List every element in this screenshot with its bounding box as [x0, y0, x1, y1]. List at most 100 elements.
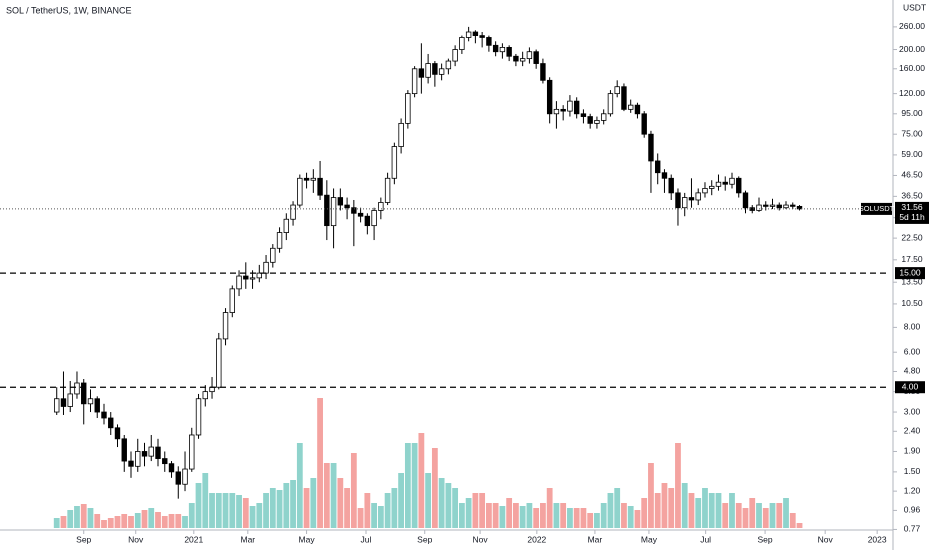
volume-bar: [236, 495, 242, 528]
candle-body: [553, 108, 560, 115]
volume-bar: [101, 520, 107, 528]
candle-body: [378, 202, 384, 211]
volume-bar: [513, 503, 519, 528]
volume-bar: [762, 508, 769, 528]
y-tick-label: 2.40: [904, 426, 921, 436]
volume-bar: [783, 498, 789, 528]
volume-bar: [404, 443, 411, 528]
x-tick-label: May: [641, 534, 658, 544]
candle-body: [297, 177, 303, 206]
candle-body: [155, 446, 161, 459]
candle-body: [600, 113, 607, 121]
volume-bar: [472, 493, 479, 528]
volume-bar: [756, 503, 762, 528]
volume-bar: [479, 493, 486, 528]
candle-body: [67, 393, 73, 407]
x-tick-label: Nov: [818, 534, 834, 544]
candle-body: [776, 204, 782, 209]
x-tick-label: Sep: [758, 534, 773, 544]
volume-bar: [249, 506, 256, 528]
volume-bar: [621, 503, 627, 528]
volume-bar: [263, 493, 269, 528]
symbol-box: [861, 202, 892, 215]
candle-body: [513, 55, 519, 62]
candle-body: [742, 192, 749, 209]
candle-body: [128, 460, 134, 467]
candle-body: [492, 44, 499, 53]
volume-bar: [553, 503, 560, 528]
candle-body: [229, 288, 235, 313]
candle-body: [432, 63, 438, 75]
candle-body: [479, 35, 485, 38]
volume-bar: [533, 508, 540, 528]
volume-bar: [580, 508, 587, 528]
candle-body: [357, 212, 364, 217]
candle-body: [418, 68, 425, 78]
volume-bar: [722, 503, 729, 528]
candle-body: [560, 108, 566, 112]
volume-bar: [668, 488, 675, 528]
volume-bar: [330, 463, 337, 528]
candle-body: [655, 160, 661, 174]
volume-bar: [634, 510, 641, 528]
candle-body: [486, 37, 492, 46]
volume-bar: [121, 514, 128, 528]
y-tick-label: 1.90: [904, 446, 921, 456]
x-tick-label: 2022: [527, 534, 546, 544]
candle-body: [675, 192, 681, 209]
candle-body: [243, 275, 249, 280]
candle-body: [715, 181, 722, 187]
volume-bar: [560, 503, 567, 528]
candle-body: [270, 247, 276, 263]
volume-bar: [789, 513, 796, 528]
volume-bar: [458, 503, 465, 528]
candle-body: [141, 451, 148, 457]
volume-bar: [60, 516, 67, 528]
volume-bar: [654, 493, 661, 528]
candle-body: [452, 49, 458, 62]
axis-unit: USDT: [903, 2, 926, 12]
volume-bar: [431, 448, 438, 528]
volume-bar: [438, 478, 445, 528]
candle-body: [344, 204, 350, 209]
x-tick-label: Sep: [76, 534, 91, 544]
candle-body: [567, 100, 573, 112]
volume-bar: [222, 493, 229, 528]
candle-body: [533, 51, 539, 64]
candle-body: [168, 463, 175, 473]
candle-body: [506, 46, 512, 57]
candle-body: [384, 177, 391, 203]
y-tick-label: 4.80: [904, 366, 921, 376]
candle-body: [661, 172, 668, 179]
candle-body: [796, 205, 803, 210]
volume-bar: [371, 503, 377, 528]
y-tick-label: 13.50: [901, 276, 923, 286]
volume-bar: [540, 503, 546, 528]
volume-bar: [195, 483, 202, 528]
price-label-box: [895, 267, 925, 280]
y-tick-label: 0.77: [904, 524, 921, 534]
candle-body: [317, 177, 323, 196]
candle-body: [263, 261, 269, 274]
x-tick-label: Jul: [700, 534, 711, 544]
candle-body: [391, 146, 398, 179]
volume-bar: [506, 498, 513, 528]
countdown-label: 5d 11h: [899, 212, 925, 222]
volume-bar: [465, 498, 472, 528]
candle-body: [634, 104, 641, 115]
volume-bar: [114, 516, 121, 528]
candle-body: [580, 113, 587, 117]
candle-body: [87, 398, 94, 405]
candle-body: [614, 86, 620, 95]
volume-bar: [398, 473, 405, 528]
y-tick-label: 3.00: [904, 406, 921, 416]
volume-bar: [283, 483, 290, 528]
y-tick-label: 36.50: [901, 191, 923, 201]
hline-label: 15.00: [899, 267, 921, 277]
candle-body: [783, 204, 789, 209]
volume-bar: [587, 513, 594, 528]
volume-bar: [776, 503, 783, 528]
last-price-label: 31.56: [901, 202, 923, 212]
candle-body: [324, 194, 330, 227]
candle-body: [175, 471, 181, 485]
